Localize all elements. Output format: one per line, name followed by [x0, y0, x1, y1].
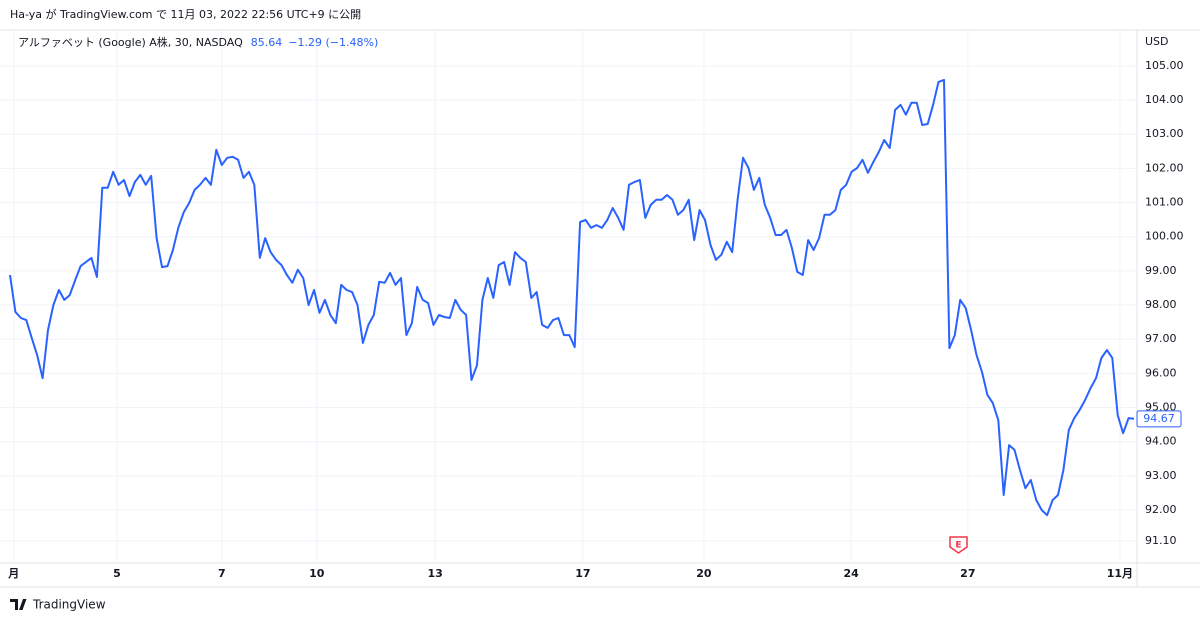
last-price-box [1136, 410, 1182, 428]
x-tick-label: 10 [309, 567, 325, 580]
x-tick-label: 17 [575, 567, 590, 580]
earnings-label: E [955, 541, 961, 551]
y-tick-label: 100.00 [1145, 230, 1184, 243]
last-price-label: 94.67 [1143, 412, 1175, 425]
y-tick-label: 104.00 [1145, 93, 1184, 106]
y-tick-label: 94.00 [1145, 435, 1177, 448]
symbol-title: アルファベット (Google) A株, 30, NASDAQ [18, 35, 243, 49]
plot [9, 78, 1135, 517]
y-tick-label: 103.00 [1145, 127, 1184, 140]
x-tick-label: 24 [843, 567, 859, 580]
grid [0, 30, 1137, 563]
y-tick-label: 92.00 [1145, 503, 1177, 516]
y-tick-label: 98.00 [1145, 298, 1177, 311]
earnings-marker [949, 536, 968, 554]
y-tick-label: 91.10 [1145, 534, 1177, 547]
x-tick-label: 27 [960, 567, 975, 580]
x-tick-label: 13 [428, 567, 443, 580]
y-tick-label: 93.00 [1145, 469, 1177, 482]
y-tick-label: 97.00 [1145, 332, 1177, 345]
footer: TradingView [32, 598, 106, 612]
x-tick-label: 20 [696, 567, 712, 580]
price-line [9, 78, 1135, 517]
x-tick-label: 月 [7, 567, 19, 580]
price-change: −1.29 (−1.48%) [288, 36, 378, 49]
logo [10, 599, 27, 610]
y-tick-label: 105.00 [1145, 59, 1184, 72]
y-tick-label: 101.00 [1145, 196, 1184, 209]
x-tick-label: 7 [218, 567, 226, 580]
logo-mark [10, 599, 27, 610]
y-unit: USD [1145, 35, 1169, 48]
x-tick-label: 11月 [1107, 567, 1133, 580]
y-tick-label: 99.00 [1145, 264, 1177, 277]
x-tick-label: 5 [113, 567, 121, 580]
y-tick-label: 95.00 [1145, 401, 1177, 414]
attribution: Ha-ya が TradingView.com で 11月 03, 2022 2… [10, 7, 361, 21]
y-tick-label: 96.00 [1145, 366, 1177, 379]
last-price: 85.64 [251, 36, 283, 49]
y-tick-label: 102.00 [1145, 161, 1184, 174]
